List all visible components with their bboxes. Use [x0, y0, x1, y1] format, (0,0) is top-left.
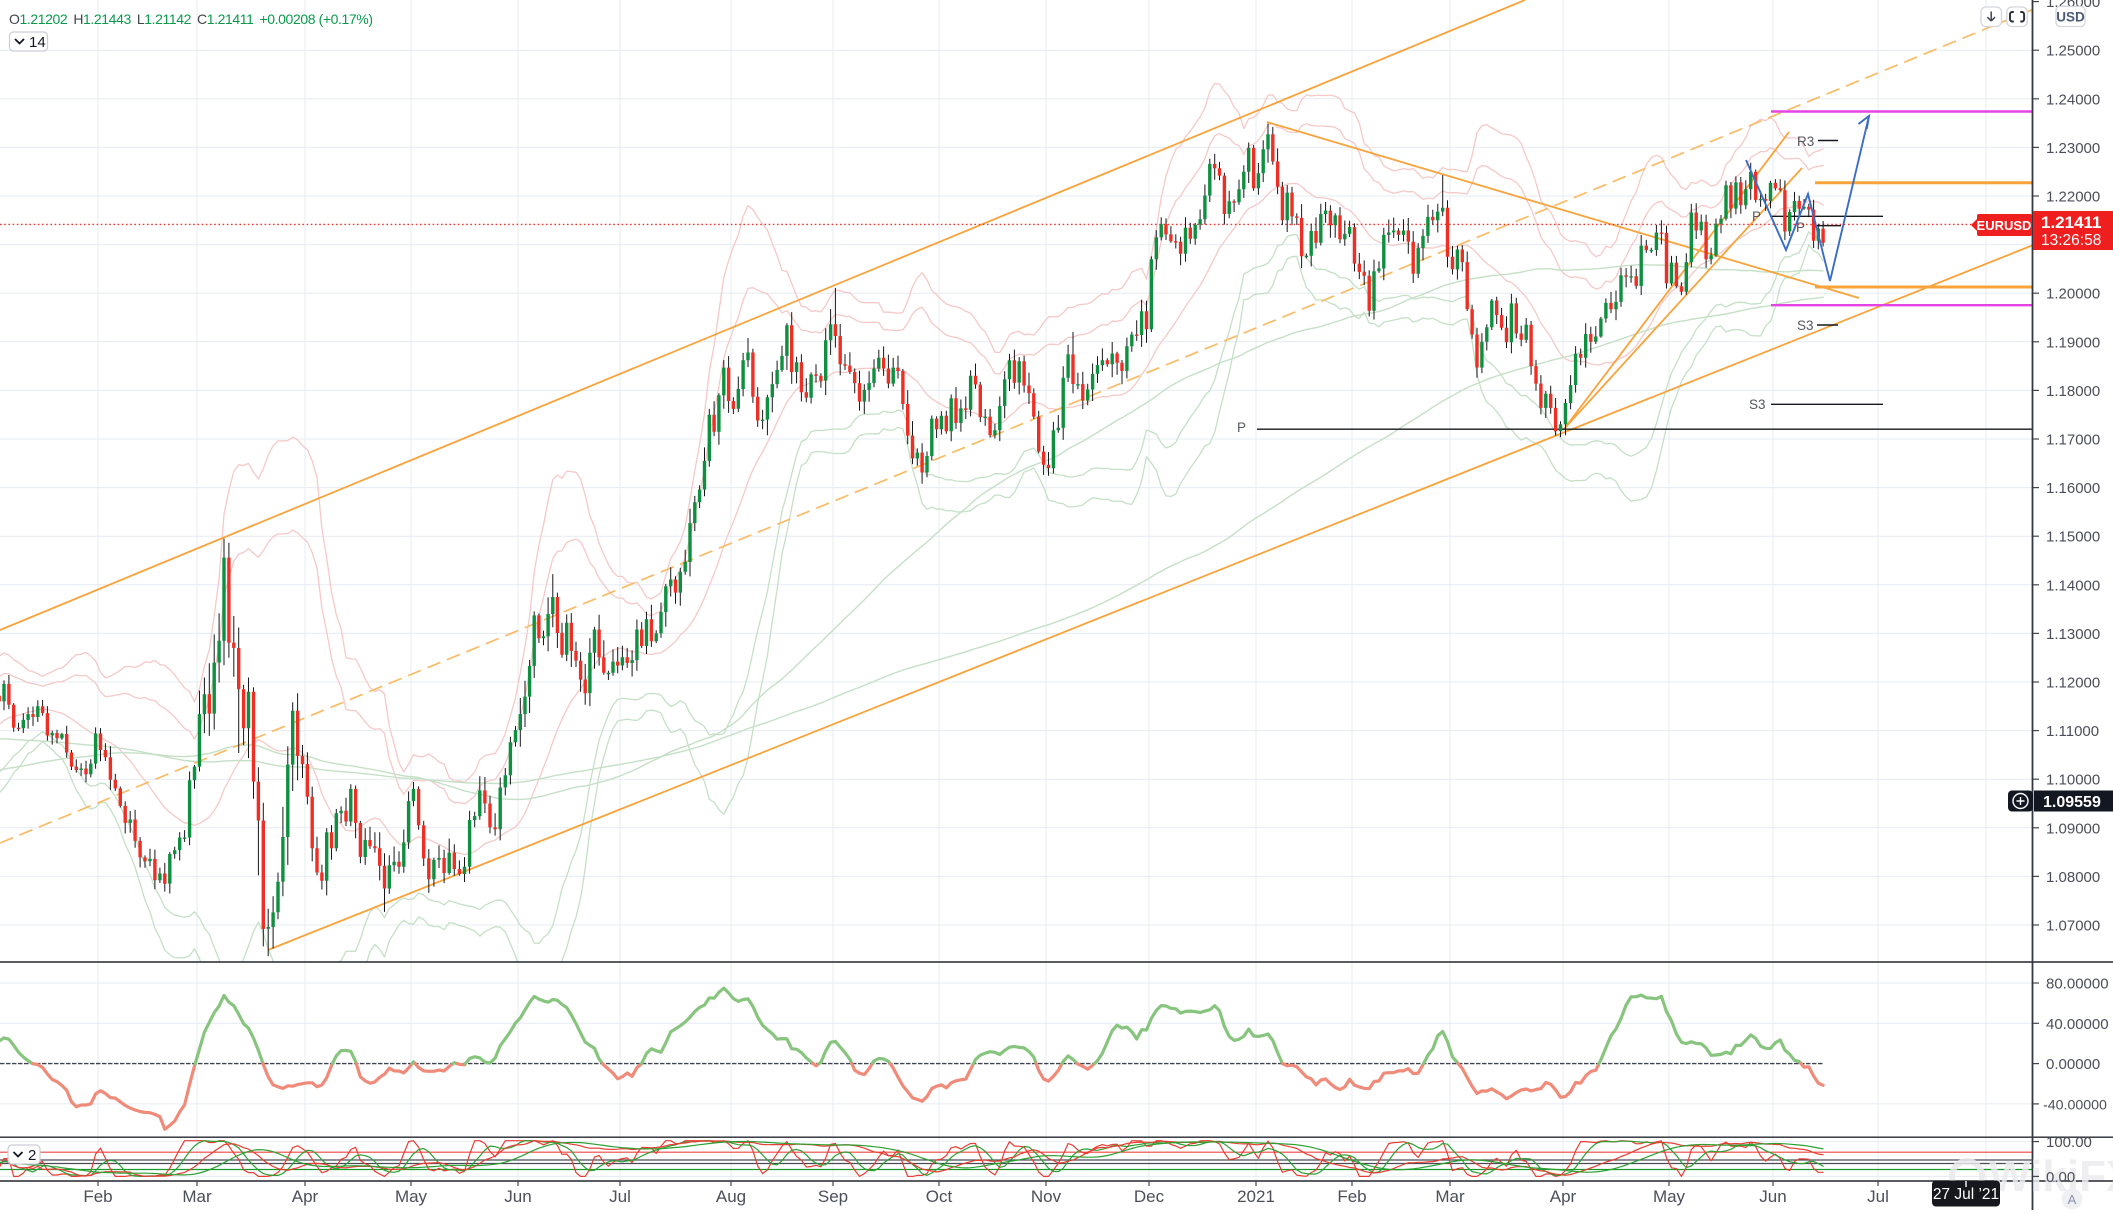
svg-text:Aug: Aug: [716, 1187, 746, 1206]
svg-text:Oct: Oct: [926, 1187, 953, 1206]
svg-text:1.07000: 1.07000: [2046, 918, 2100, 935]
svg-text:EURUSD: EURUSD: [1977, 218, 2032, 233]
svg-text:1.16000: 1.16000: [2046, 480, 2100, 497]
svg-text:P: P: [1796, 220, 1805, 235]
svg-text:Jun: Jun: [504, 1187, 531, 1206]
svg-text:1.25000: 1.25000: [2046, 43, 2100, 60]
svg-text:P: P: [1237, 420, 1246, 435]
svg-text:Jul: Jul: [609, 1187, 631, 1206]
svg-text:Dec: Dec: [1134, 1187, 1165, 1206]
svg-text:Mar: Mar: [182, 1187, 212, 1206]
svg-text:27 Jul ’21: 27 Jul ’21: [1933, 1186, 1999, 1203]
svg-text:0.00000: 0.00000: [2046, 1056, 2100, 1073]
svg-text:P: P: [1752, 209, 1761, 224]
svg-text:2: 2: [28, 1147, 36, 1164]
svg-text:Jul: Jul: [1867, 1187, 1889, 1206]
svg-text:R3: R3: [1797, 134, 1814, 149]
svg-text:May: May: [395, 1187, 428, 1206]
svg-text:1.18000: 1.18000: [2046, 383, 2100, 400]
svg-text:1.13000: 1.13000: [2046, 626, 2100, 643]
svg-text:S3: S3: [1797, 318, 1814, 333]
svg-text:1.14000: 1.14000: [2046, 577, 2100, 594]
svg-text:Jun: Jun: [1759, 1187, 1786, 1206]
svg-text:1.09559: 1.09559: [2043, 794, 2101, 811]
svg-text:Sep: Sep: [818, 1187, 848, 1206]
svg-text:14: 14: [29, 34, 46, 51]
svg-text:1.17000: 1.17000: [2046, 432, 2100, 449]
svg-text:Feb: Feb: [83, 1187, 112, 1206]
svg-text:WikiFX: WikiFX: [1989, 1152, 2113, 1201]
svg-text:Apr: Apr: [292, 1187, 319, 1206]
svg-text:1.26000: 1.26000: [2046, 0, 2100, 11]
svg-text:1.08000: 1.08000: [2046, 869, 2100, 886]
svg-text:USD: USD: [2056, 10, 2085, 25]
svg-text:1.11000: 1.11000: [2046, 723, 2099, 740]
svg-text:1.23000: 1.23000: [2046, 140, 2100, 157]
svg-text:A: A: [2068, 1192, 2077, 1207]
svg-text:Mar: Mar: [1435, 1187, 1465, 1206]
svg-text:1.22000: 1.22000: [2046, 189, 2100, 206]
svg-text:S3: S3: [1749, 397, 1766, 412]
svg-text:1.19000: 1.19000: [2046, 334, 2100, 351]
svg-text:1.09000: 1.09000: [2046, 820, 2100, 837]
svg-text:1.12000: 1.12000: [2046, 675, 2100, 692]
svg-text:Nov: Nov: [1031, 1187, 1062, 1206]
svg-text:13:26:58: 13:26:58: [2041, 232, 2101, 249]
svg-text:100.00: 100.00: [2046, 1134, 2092, 1151]
svg-text:-40.00000: -40.00000: [2043, 1097, 2107, 1113]
svg-text:1.15000: 1.15000: [2046, 529, 2100, 546]
svg-text:2021: 2021: [1237, 1187, 1275, 1206]
svg-text:1.24000: 1.24000: [2046, 91, 2100, 108]
svg-text:0.00: 0.00: [2046, 1169, 2075, 1186]
svg-text:1.21411: 1.21411: [2041, 213, 2102, 232]
svg-text:40.00000: 40.00000: [2046, 1016, 2109, 1033]
svg-text:80.00000: 80.00000: [2046, 976, 2109, 993]
svg-text:May: May: [1653, 1187, 1686, 1206]
svg-text:Feb: Feb: [1337, 1187, 1366, 1206]
svg-text:1.20000: 1.20000: [2046, 286, 2100, 303]
svg-text:1.10000: 1.10000: [2046, 772, 2100, 789]
svg-text:Apr: Apr: [1550, 1187, 1577, 1206]
